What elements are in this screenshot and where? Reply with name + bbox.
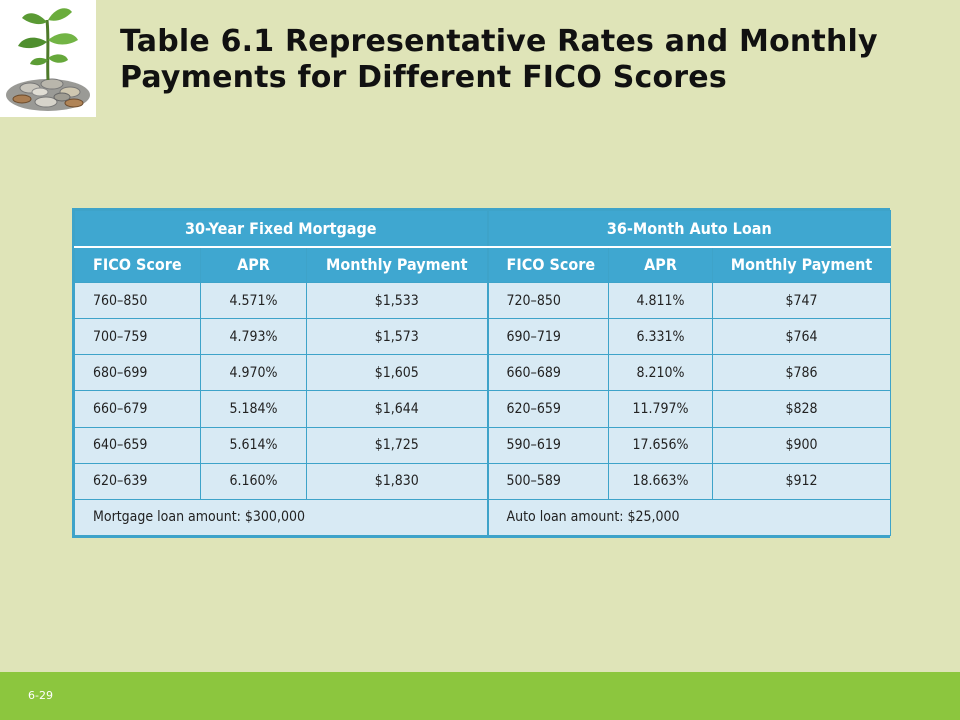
table-cell: 620–639	[74, 462, 201, 500]
column-header: FICO Score	[74, 246, 201, 283]
table-cell: 590–619	[486, 426, 610, 464]
table-cell: 4.571%	[200, 281, 307, 320]
table-notes-row: Mortgage loan amount: $300,000 Auto loan…	[73, 498, 892, 537]
table-cell: $1,830	[305, 462, 489, 500]
plant-growing-from-coins-icon	[6, 8, 90, 111]
mortgage-loan-amount-note: Mortgage loan amount: $300,000	[73, 498, 489, 537]
table-cell: $828	[712, 390, 892, 428]
table-cell: 5.614%	[200, 426, 307, 464]
table-cell: $912	[712, 462, 892, 500]
slide-title: Table 6.1 Representative Rates and Month…	[120, 24, 940, 96]
table-cell: 11.797%	[608, 390, 714, 428]
slide-title-line-2: Payments for Different FICO Scores	[120, 60, 727, 95]
table-cell: $900	[712, 426, 892, 464]
table-cell: 4.793%	[200, 318, 307, 356]
table-cell: 640–659	[74, 426, 201, 464]
column-header: APR	[608, 246, 714, 283]
table-cell: 620–659	[486, 390, 610, 428]
table-row: 760–850 4.571% $1,533 720–850 4.811% $74…	[74, 281, 892, 320]
table-row: 700–759 4.793% $1,573 690–719 6.331% $76…	[74, 318, 892, 356]
table-cell: 17.656%	[608, 426, 714, 464]
table-cell: 6.160%	[200, 462, 307, 500]
table-cell: 8.210%	[608, 354, 714, 392]
table-cell: 680–699	[74, 354, 201, 392]
slide-title-line-1: Table 6.1 Representative Rates and Month…	[120, 24, 878, 59]
column-header: APR	[200, 246, 307, 283]
table-cell: 4.811%	[608, 281, 714, 320]
table-cell: 760–850	[74, 281, 201, 320]
group-header-auto-loan: 36-Month Auto Loan	[486, 210, 892, 248]
rates-table: 30-Year Fixed Mortgage 36-Month Auto Loa…	[73, 210, 892, 537]
table-row: 620–639 6.160% $1,830 500–589 18.663% $9…	[74, 462, 892, 500]
table-cell: $1,533	[305, 281, 489, 320]
slide-number: 6-29	[28, 689, 53, 702]
table-cell: 660–679	[74, 390, 201, 428]
table-cell: $1,605	[305, 354, 489, 392]
column-header: Monthly Payment	[712, 246, 892, 283]
table-cell: 5.184%	[200, 390, 307, 428]
table-cell: $747	[712, 281, 892, 320]
table-cell: 660–689	[486, 354, 610, 392]
table-cell: 690–719	[486, 318, 610, 356]
plant-coins-logo	[0, 0, 96, 117]
table-cell: 500–589	[486, 462, 610, 500]
table-cell: $1,644	[305, 390, 489, 428]
table-cell: $1,725	[305, 426, 489, 464]
table-column-header-row: FICO Score APR Monthly Payment FICO Scor…	[74, 246, 892, 283]
table-cell: 720–850	[486, 281, 610, 320]
table-row: 640–659 5.614% $1,725 590–619 17.656% $9…	[74, 426, 892, 464]
table-cell: 4.970%	[200, 354, 307, 392]
footer-bar: 6-29	[0, 672, 960, 720]
table-cell: $764	[712, 318, 892, 356]
column-header: Monthly Payment	[305, 246, 489, 283]
table-cell: 700–759	[74, 318, 201, 356]
table-cell: 6.331%	[608, 318, 714, 356]
table-group-header-row: 30-Year Fixed Mortgage 36-Month Auto Loa…	[73, 210, 892, 248]
fico-rates-table: 30-Year Fixed Mortgage 36-Month Auto Loa…	[72, 208, 892, 538]
auto-loan-amount-note: Auto loan amount: $25,000	[486, 498, 892, 537]
table-cell: $1,573	[305, 318, 489, 356]
table-row: 680–699 4.970% $1,605 660–689 8.210% $78…	[74, 354, 892, 392]
column-header: FICO Score	[486, 246, 610, 283]
table-row: 660–679 5.184% $1,644 620–659 11.797% $8…	[74, 390, 892, 428]
group-header-mortgage: 30-Year Fixed Mortgage	[73, 210, 489, 248]
table-cell: 18.663%	[608, 462, 714, 500]
table-cell: $786	[712, 354, 892, 392]
